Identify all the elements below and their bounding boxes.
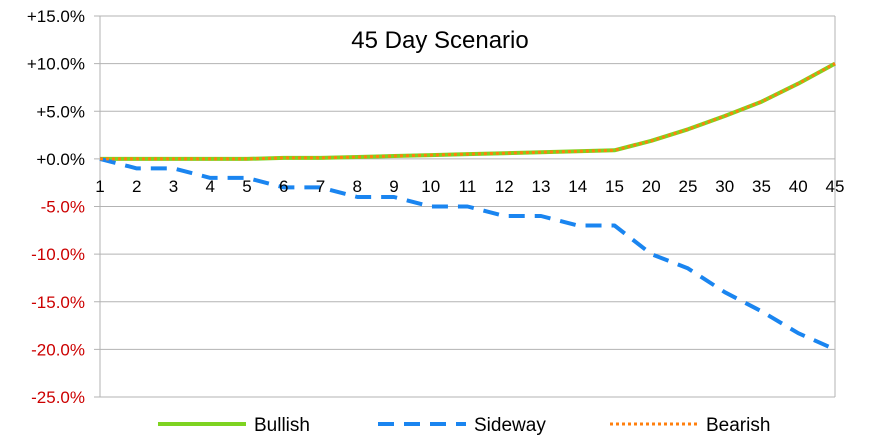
y-tick-label: +0.0% <box>36 150 85 169</box>
x-tick-label: 5 <box>242 177 251 196</box>
y-tick-label: -20.0% <box>31 340 85 359</box>
y-axis-ticks: +15.0% +10.0% +5.0% +0.0% -5.0% -10.0% -15.0% -… <box>27 7 85 407</box>
legend-label-bearish: Bearish <box>706 415 770 436</box>
legend-label-bullish: Bullish <box>254 415 310 436</box>
x-tick-label: 2 <box>132 177 141 196</box>
x-tick-label: 14 <box>568 177 587 196</box>
x-tick-label: 45 <box>826 177 845 196</box>
x-tick-label: 40 <box>789 177 808 196</box>
x-tick-label: 9 <box>389 177 398 196</box>
x-tick-label: 25 <box>679 177 698 196</box>
x-tick-label: 13 <box>532 177 551 196</box>
y-tick-label: -5.0% <box>41 198 85 217</box>
x-tick-label: 7 <box>316 177 325 196</box>
series-lines <box>99 61 836 352</box>
legend: Bullish Sideway Bearish <box>158 415 770 436</box>
chart-title: 45 Day Scenario <box>351 27 528 54</box>
x-tick-label: 8 <box>353 177 362 196</box>
series-line-bearish <box>100 62 836 161</box>
y-tick-label: -25.0% <box>31 388 85 407</box>
x-tick-label: 11 <box>459 177 477 196</box>
x-tick-label: 30 <box>715 177 734 196</box>
x-axis-ticks: 1 2 3 4 5 6 7 8 9 10 11 12 13 14 15 20 25 30 35 40 45 <box>95 177 844 196</box>
y-tick-label: +15.0% <box>27 7 85 26</box>
x-tick-label: 35 <box>752 177 771 196</box>
y-tick-label: -10.0% <box>31 245 85 264</box>
y-tick-label: -15.0% <box>31 293 85 312</box>
x-tick-label: 6 <box>279 177 288 196</box>
x-tick-label: 4 <box>206 177 215 196</box>
series-line-sideway <box>99 156 836 352</box>
x-tick-label: 20 <box>642 177 661 196</box>
x-tick-label: 10 <box>421 177 440 196</box>
x-tick-label: 15 <box>605 177 624 196</box>
legend-label-sideway: Sideway <box>474 415 546 436</box>
x-tick-label: 12 <box>495 177 514 196</box>
y-tick-label: +5.0% <box>36 102 85 121</box>
y-tick-label: +10.0% <box>27 55 85 74</box>
x-tick-label: 3 <box>169 177 178 196</box>
x-tick-label: 1 <box>95 177 104 196</box>
